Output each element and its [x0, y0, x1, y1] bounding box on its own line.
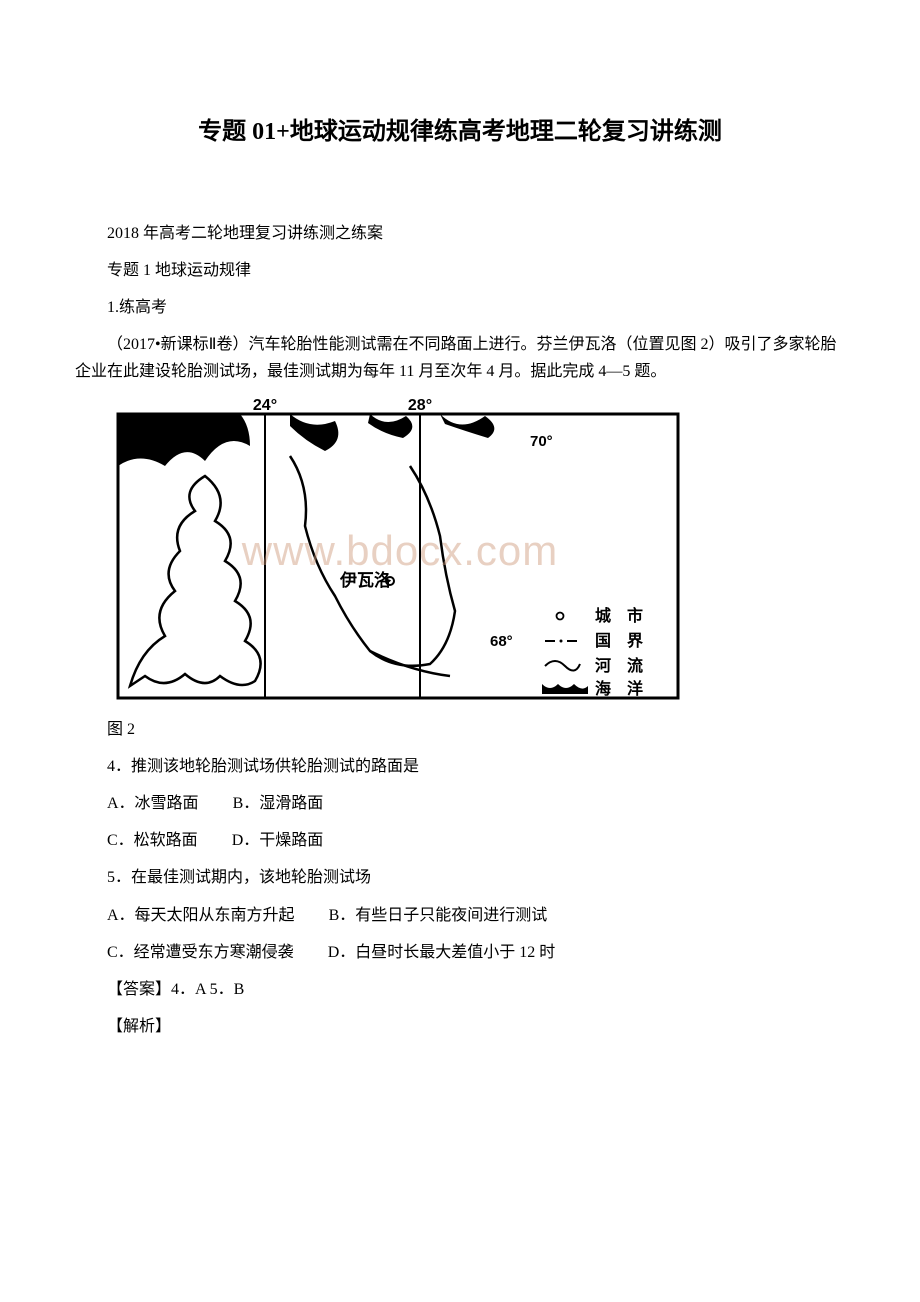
- q4-stem: 4．推测该地轮胎测试场供轮胎测试的路面是: [75, 753, 845, 780]
- q5-option-c: C．经常遭受东方寒潮侵袭: [107, 944, 294, 961]
- latitude-70-label: 70°: [530, 433, 553, 450]
- map-svg: 24° 28° 70° 68° 伊瓦洛 城 市: [110, 396, 690, 706]
- q5-options-row2: C．经常遭受东方寒潮侵袭 D．白昼时长最大差值小于 12 时: [75, 939, 845, 966]
- latitude-68-label: 68°: [490, 633, 513, 650]
- q4-options-row1: A．冰雪路面 B．湿滑路面: [75, 790, 845, 817]
- q5-stem: 5．在最佳测试期内，该地轮胎测试场: [75, 864, 845, 891]
- passage-text: （2017•新课标Ⅱ卷）汽车轮胎性能测试需在不同路面上进行。芬兰伊瓦洛（位置见图…: [75, 331, 845, 385]
- city-label: 伊瓦洛: [339, 570, 392, 590]
- longitude-28-label: 28°: [408, 397, 432, 414]
- answer-line: 【答案】4．A 5．B: [75, 976, 845, 1003]
- longitude-24-label: 24°: [253, 397, 277, 414]
- q4-option-c: C．松软路面: [107, 832, 198, 849]
- q5-option-b: B．有些日子只能夜间进行测试: [329, 907, 548, 924]
- document-title: 专题 01+地球运动规律练高考地理二轮复习讲练测: [75, 116, 845, 150]
- legend-border-label: 国 界: [595, 632, 643, 650]
- subtitle-line-1: 2018 年高考二轮地理复习讲练测之练案: [75, 220, 845, 247]
- figure-map: 24° 28° 70° 68° 伊瓦洛 城 市: [110, 396, 690, 706]
- section-heading: 1.练高考: [75, 294, 845, 321]
- q5-option-a: A．每天太阳从东南方升起: [107, 907, 295, 924]
- q4-option-a: A．冰雪路面: [107, 795, 199, 812]
- legend-ocean-label: 海 洋: [595, 679, 643, 698]
- subtitle-line-2: 专题 1 地球运动规律: [75, 257, 845, 284]
- figure-caption: 图 2: [75, 716, 845, 743]
- q5-options-row1: A．每天太阳从东南方升起 B．有些日子只能夜间进行测试: [75, 902, 845, 929]
- legend-river-label: 河 流: [595, 656, 643, 675]
- analysis-heading: 【解析】: [75, 1013, 845, 1040]
- document-page: 专题 01+地球运动规律练高考地理二轮复习讲练测 2018 年高考二轮地理复习讲…: [0, 0, 920, 1110]
- q4-options-row2: C．松软路面 D．干燥路面: [75, 827, 845, 854]
- legend-city-label: 城 市: [595, 606, 643, 625]
- q4-option-b: B．湿滑路面: [233, 795, 324, 812]
- q4-option-d: D．干燥路面: [232, 832, 324, 849]
- q5-option-d: D．白昼时长最大差值小于 12 时: [328, 944, 556, 961]
